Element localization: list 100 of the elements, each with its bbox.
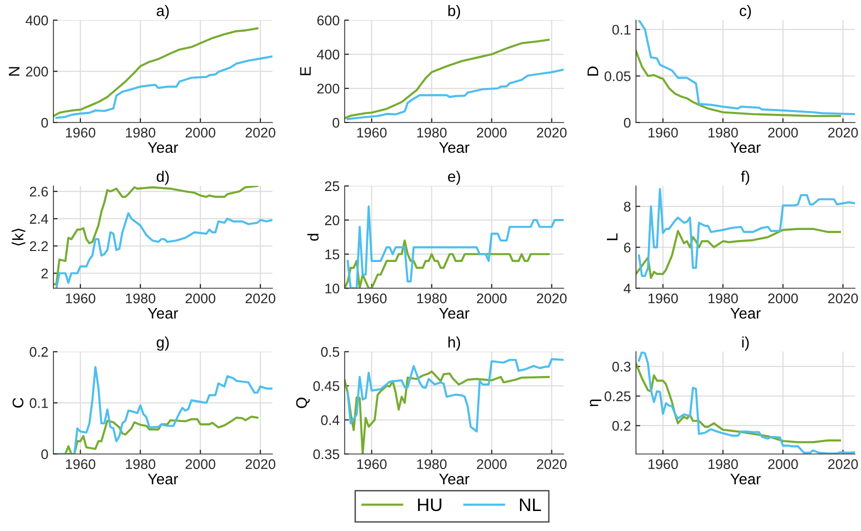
x-tick-label: 1960 bbox=[357, 128, 387, 138]
y-tick-label: 4 bbox=[624, 284, 631, 294]
x-tick-label: 2000 bbox=[768, 128, 798, 138]
x-tick-label: 1980 bbox=[417, 459, 447, 470]
y-tick-label: 400 bbox=[26, 16, 48, 26]
line-series bbox=[638, 188, 855, 278]
y-tick-label: 0.2 bbox=[612, 420, 630, 431]
x-tick-label: 2000 bbox=[476, 293, 507, 304]
x-axis-title: Year bbox=[148, 474, 178, 484]
line-series bbox=[344, 38, 550, 120]
y-tick-label: 0.45 bbox=[313, 381, 340, 391]
line-series bbox=[53, 416, 258, 454]
x-tick-label: 2000 bbox=[476, 128, 507, 138]
y-tick-label: 0.3 bbox=[612, 362, 630, 372]
legend-label: HU bbox=[418, 498, 442, 512]
x-tick-label: 2020 bbox=[828, 293, 858, 304]
y-tick-label: 0.4 bbox=[321, 415, 340, 426]
x-tick-label: 2000 bbox=[768, 459, 798, 470]
y-axis-title: d bbox=[307, 234, 319, 241]
y-axis-title: D bbox=[588, 66, 598, 76]
x-axis-title: Year bbox=[730, 474, 761, 484]
x-axis-title: Year bbox=[439, 142, 470, 153]
x-tick-label: 2000 bbox=[186, 293, 216, 304]
x-tick-label: 1960 bbox=[66, 293, 96, 304]
line-series bbox=[344, 370, 550, 454]
chart-title: a) bbox=[156, 4, 169, 20]
y-tick-label: 2.6 bbox=[30, 186, 48, 197]
line-series bbox=[53, 186, 258, 286]
x-tick-label: 2020 bbox=[246, 459, 276, 470]
x-axis-title: Year bbox=[439, 308, 470, 319]
line-series bbox=[346, 68, 564, 120]
x-tick-label: 2000 bbox=[186, 459, 216, 470]
x-tick-label: 1960 bbox=[66, 459, 96, 470]
y-tick-label: 6 bbox=[624, 242, 630, 252]
y-tick-label: 2.2 bbox=[30, 241, 48, 251]
y-tick-label: 8 bbox=[624, 202, 630, 212]
y-tick-label: 20 bbox=[325, 215, 340, 226]
line-series bbox=[638, 20, 855, 116]
y-tick-label: 10 bbox=[325, 284, 340, 294]
y-tick-label: 0 bbox=[41, 118, 48, 128]
x-tick-label: 2020 bbox=[536, 293, 567, 304]
x-tick-label: 1960 bbox=[648, 459, 678, 470]
chart-title: f) bbox=[741, 170, 750, 185]
y-tick-label: 400 bbox=[316, 50, 340, 60]
line-series bbox=[636, 228, 842, 280]
x-tick-label: 2000 bbox=[476, 459, 507, 470]
x-tick-label: 1960 bbox=[357, 293, 387, 304]
x-tick-label: 2020 bbox=[536, 459, 567, 470]
x-tick-label: 2020 bbox=[246, 293, 276, 304]
x-tick-label: 1980 bbox=[417, 293, 447, 304]
line-series bbox=[346, 205, 564, 288]
x-tick-label: 2020 bbox=[536, 128, 567, 138]
line-series bbox=[638, 352, 855, 454]
chart-title: c) bbox=[740, 4, 751, 20]
line-series bbox=[55, 55, 272, 119]
y-tick-label: 0.25 bbox=[604, 391, 631, 402]
chart-title: e) bbox=[448, 170, 460, 185]
y-tick-label: 0.1 bbox=[612, 24, 630, 35]
y-tick-label: 0.2 bbox=[30, 347, 48, 357]
x-axis-title: Year bbox=[439, 474, 470, 484]
x-tick-label: 1960 bbox=[357, 459, 387, 470]
x-tick-label: 2020 bbox=[828, 128, 858, 138]
y-tick-label: 0 bbox=[41, 449, 48, 460]
y-axis-title: C bbox=[12, 398, 24, 408]
line-series bbox=[636, 50, 842, 118]
y-axis-title: η bbox=[590, 400, 602, 406]
y-axis-title: N bbox=[8, 67, 20, 76]
x-tick-label: 1980 bbox=[126, 128, 156, 138]
x-tick-label: 1960 bbox=[648, 293, 678, 304]
x-axis-title: Year bbox=[148, 142, 178, 153]
y-tick-label: 0 bbox=[624, 118, 631, 128]
x-tick-label: 1980 bbox=[417, 128, 447, 138]
y-axis-title: L bbox=[606, 233, 618, 240]
y-tick-label: 2.4 bbox=[30, 214, 48, 224]
x-tick-label: 1980 bbox=[708, 293, 738, 304]
y-tick-label: 0 bbox=[332, 118, 340, 128]
y-tick-label: 2 bbox=[41, 268, 48, 278]
chart-title: b) bbox=[448, 4, 460, 20]
line-series bbox=[346, 358, 564, 433]
x-tick-label: 2020 bbox=[828, 459, 858, 470]
y-axis-title: ⟨k⟩ bbox=[12, 228, 26, 246]
x-tick-label: 1980 bbox=[126, 293, 156, 304]
x-tick-label: 1960 bbox=[66, 128, 96, 138]
line-series bbox=[53, 27, 258, 118]
line-series bbox=[55, 366, 272, 454]
y-tick-label: 600 bbox=[317, 16, 340, 26]
y-tick-label: 0.1 bbox=[30, 398, 48, 408]
x-axis-title: Year bbox=[730, 308, 761, 319]
chart-title: g) bbox=[156, 336, 169, 351]
y-tick-label: 200 bbox=[26, 66, 48, 77]
y-tick-label: 0.5 bbox=[321, 347, 340, 357]
y-axis-title: Q bbox=[296, 398, 310, 408]
y-tick-label: 15 bbox=[325, 250, 340, 260]
line-series bbox=[636, 362, 842, 444]
y-axis-title: E bbox=[300, 66, 311, 76]
x-axis-title: Year bbox=[730, 142, 761, 153]
x-tick-label: 1980 bbox=[708, 459, 738, 470]
x-tick-label: 2000 bbox=[186, 128, 216, 138]
x-tick-label: 2000 bbox=[768, 293, 798, 304]
x-tick-label: 1980 bbox=[708, 128, 738, 138]
